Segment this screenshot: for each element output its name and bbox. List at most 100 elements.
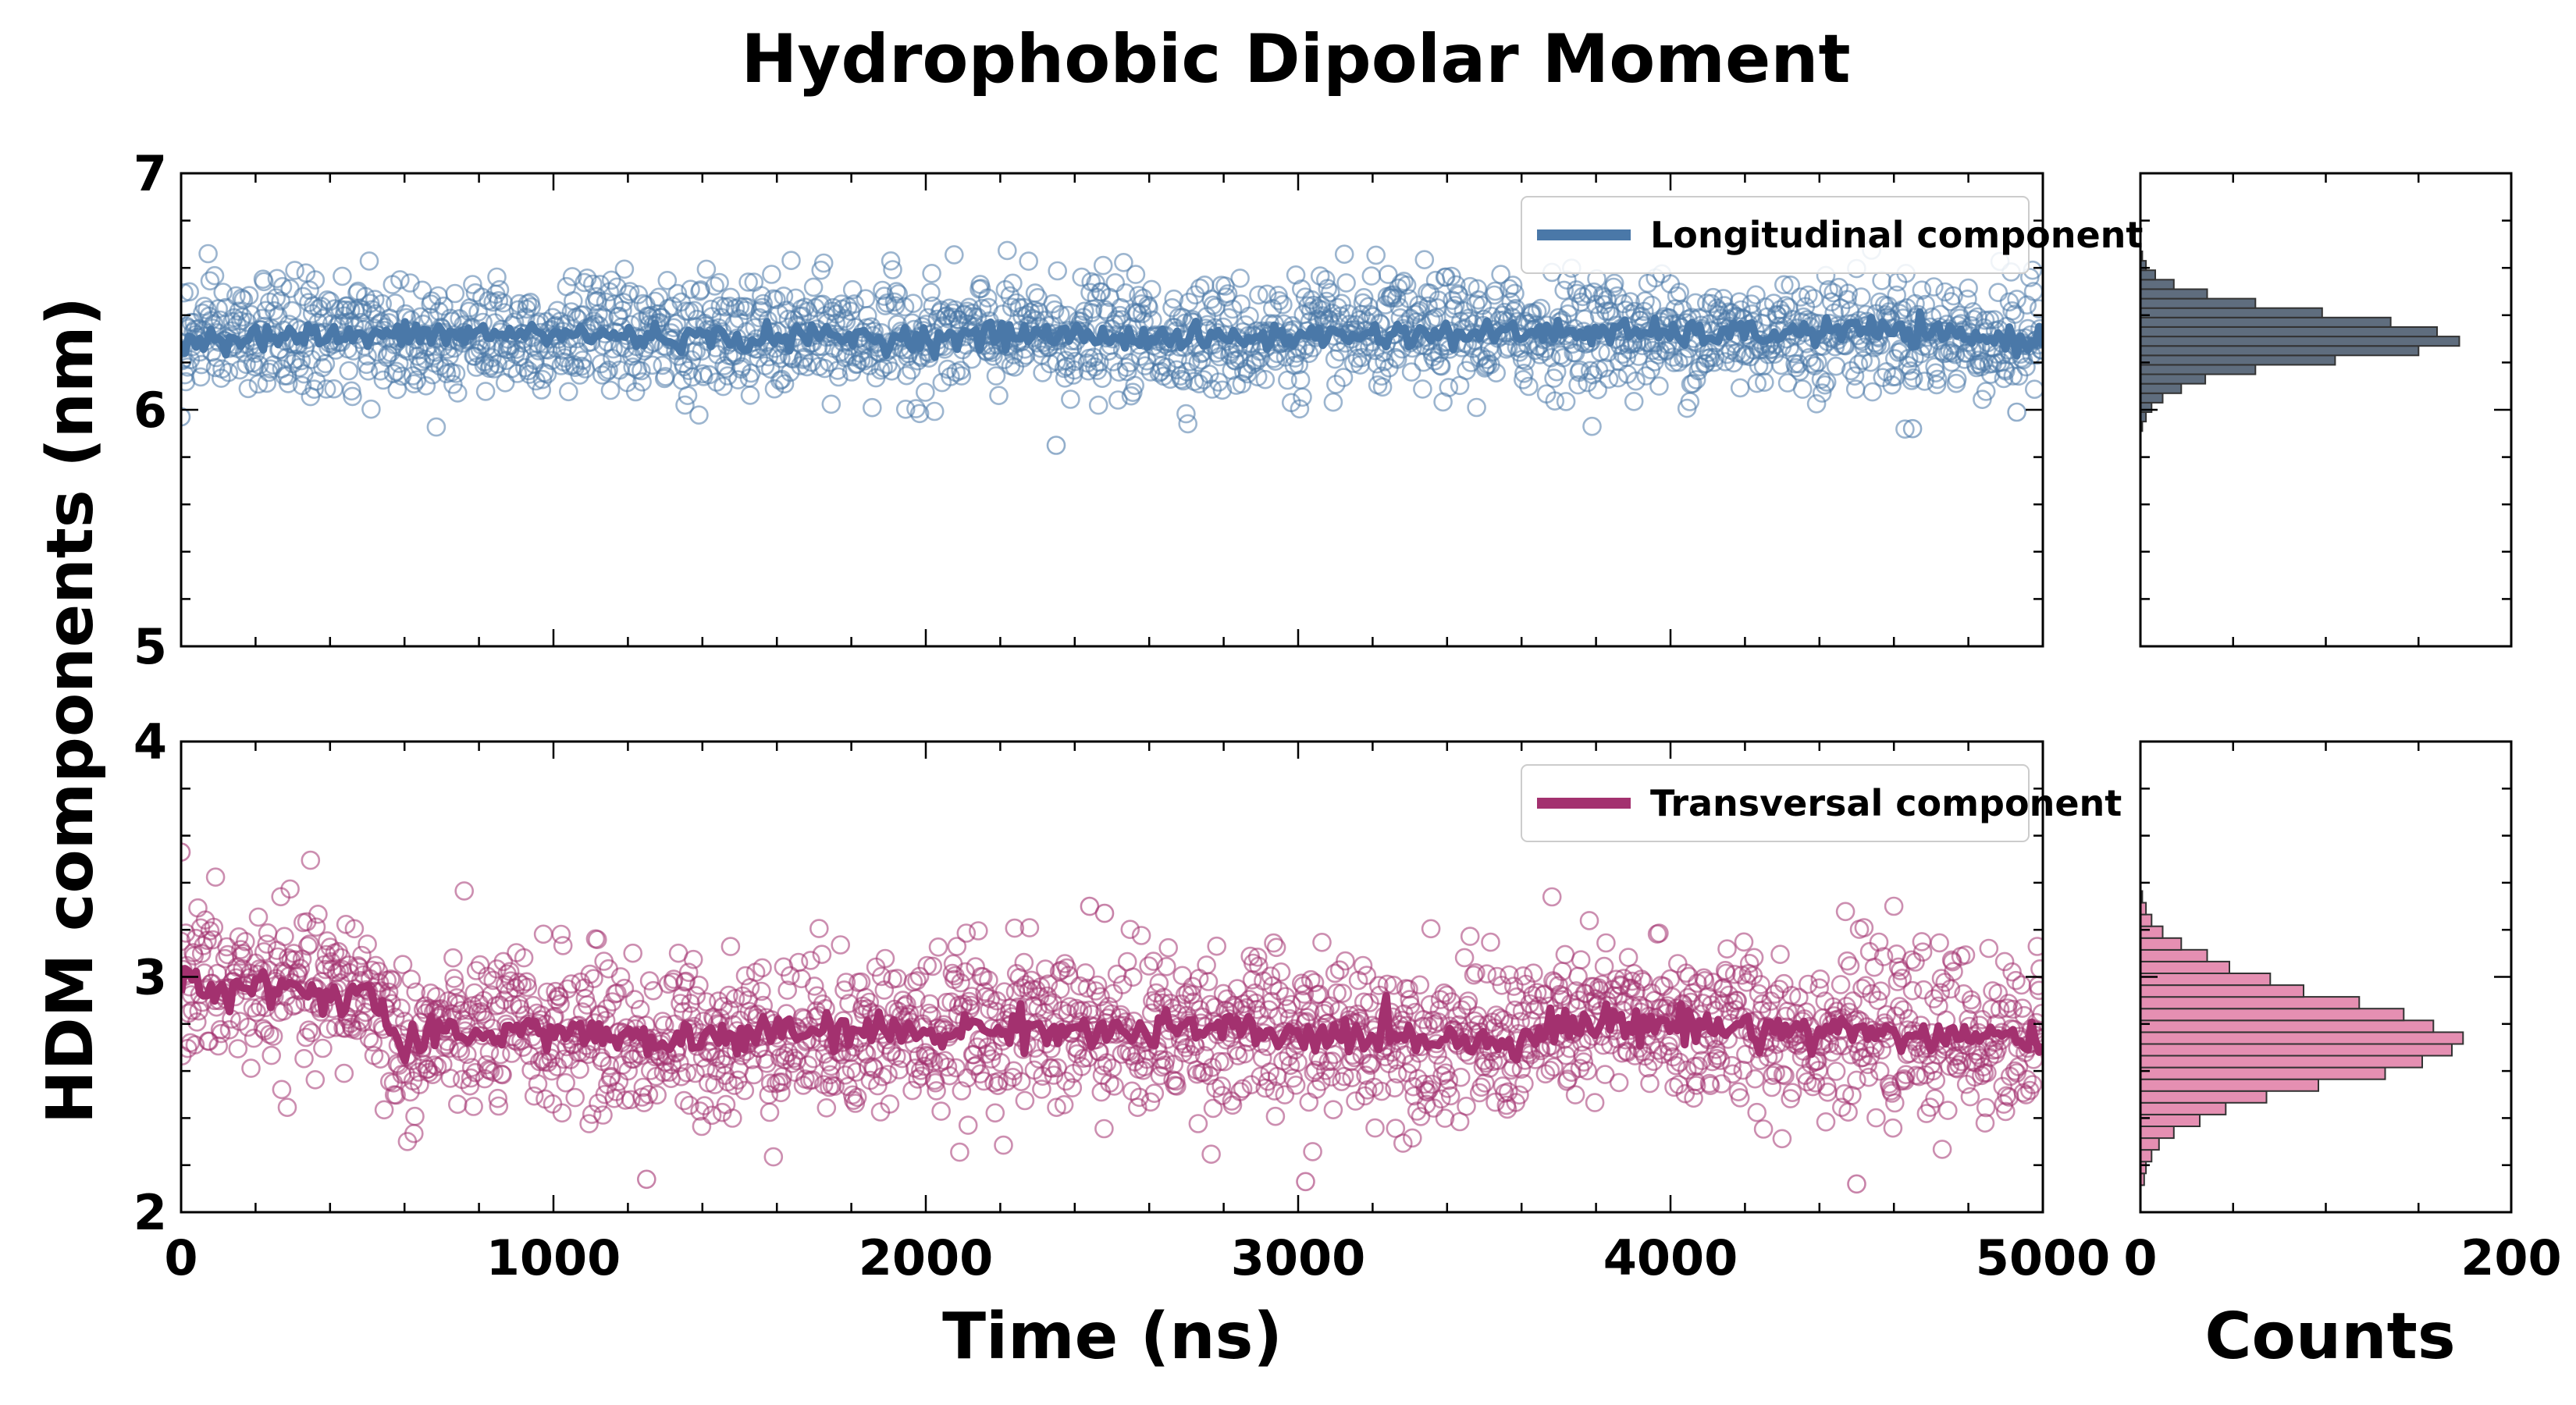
longitudinal-scatter-point — [313, 357, 333, 378]
transversal-scatter-point — [1454, 948, 1475, 968]
longitudinal-scatter-point — [1816, 372, 1837, 392]
transversal-scatter-point — [191, 944, 212, 963]
transversal-scatter-point — [524, 1086, 544, 1106]
longitudinal-scatter-point — [1114, 252, 1133, 272]
transversal-scatter-point — [508, 973, 528, 992]
transversal-hist-bar — [2140, 1008, 2405, 1022]
longitudinal-scatter-point — [426, 417, 447, 437]
transversal-scatter-point — [1700, 1076, 1720, 1095]
transversal-scatter-point — [587, 930, 607, 949]
transversal-hist-bar — [2140, 948, 2208, 962]
longitudinal-scatter-point — [740, 386, 760, 405]
longitudinal-scatter-point — [1642, 295, 1662, 315]
transversal-scatter-point — [1823, 1042, 1842, 1062]
transversal-scatter-point — [353, 1012, 373, 1032]
longitudinal-scatter-point — [542, 350, 562, 371]
transversal-scatter-point — [1263, 976, 1283, 996]
transversal-scatter-point — [1885, 1093, 1905, 1113]
transversal-scatter-point — [1832, 1097, 1852, 1117]
longitudinal-scatter-point — [813, 253, 834, 273]
transversal-hist-bar — [2140, 1078, 2319, 1092]
longitudinal-scatter-point — [1527, 301, 1547, 322]
transversal-scatter-point — [1770, 980, 1789, 999]
longitudinal-scatter-point — [1545, 391, 1565, 411]
longitudinal-hist-bar — [2140, 279, 2175, 290]
transversal-running-average-line — [181, 965, 2043, 1065]
transversal-scatter-point — [1996, 1101, 2016, 1122]
longitudinal-scatter-point — [1852, 287, 1871, 307]
transversal-scatter-point — [1521, 1011, 1542, 1031]
transversal-scatter-point — [451, 1001, 471, 1020]
transversal-scatter-point — [956, 923, 977, 943]
longitudinal-scatter-group — [181, 240, 2043, 455]
transversal-scatter-point — [484, 1062, 504, 1082]
transversal-scatter-point — [1353, 955, 1373, 976]
transversal-scatter-point — [1172, 966, 1192, 986]
transversal-scatter-point — [1203, 1098, 1223, 1119]
longitudinal-hist-bar — [2140, 392, 2164, 404]
longitudinal-hist-bar — [2140, 364, 2257, 375]
transversal-scatter-point — [654, 1016, 674, 1035]
longitudinal-scatter-point — [1994, 368, 2014, 389]
longitudinal-scatter-point — [592, 365, 612, 385]
longitudinal-scatter-point — [1531, 298, 1551, 318]
longitudinal-scatter-point — [689, 405, 709, 425]
transversal-scatter-point — [379, 982, 399, 1002]
transversal-scatter-point — [466, 961, 486, 980]
transversal-scatter-point — [1831, 975, 1851, 994]
transversal-scatter-point — [2030, 959, 2043, 979]
transversal-hist-bar — [2140, 984, 2304, 998]
transversal-scatter-point — [200, 921, 220, 941]
transversal-scatter-point — [1514, 1074, 1534, 1094]
transversal-scatter-point — [1271, 962, 1291, 982]
transversal-scatter-point — [1504, 976, 1524, 996]
transversal-scatter-point — [299, 1020, 318, 1040]
longitudinal-scatter-point — [1755, 372, 1774, 393]
transversal-scatter-point — [1859, 1067, 1879, 1087]
transversal-scatter-point — [751, 981, 771, 1001]
longitudinal-scatter-point — [1496, 339, 1517, 359]
longitudinal-scatter-point — [1943, 343, 1962, 363]
longitudinal-scatter-point — [989, 386, 1009, 406]
transversal-scatter-point — [1054, 1095, 1074, 1115]
transversal-scatter-point — [1233, 1079, 1253, 1099]
transversal-scatter-point — [1806, 1073, 1826, 1093]
transversal-scatter-point — [386, 1085, 406, 1105]
transversal-scatter-point — [1100, 1073, 1119, 1093]
transversal-scatter-point — [2016, 1085, 2036, 1104]
transversal-scatter-point — [1618, 948, 1638, 967]
transversal-ytick-label: 3 — [133, 949, 167, 1006]
longitudinal-scatter-point — [1853, 350, 1873, 371]
transversal-scatter-point — [1686, 1076, 1706, 1095]
longitudinal-scatter-point — [233, 290, 254, 310]
transversal-scatter-point — [1751, 975, 1770, 994]
transversal-scatter-point — [1212, 1086, 1233, 1105]
longitudinal-scatter-point — [730, 297, 750, 317]
transversal-scatter-point — [273, 1001, 294, 1021]
longitudinal-scatter-point — [1375, 351, 1394, 372]
transversal-scatter-point — [2027, 937, 2043, 956]
transversal-scatter-point — [464, 1097, 483, 1116]
longitudinal-scatter-point — [1838, 290, 1857, 310]
transversal-scatter-point — [454, 881, 475, 901]
longitudinal-scatter-point — [181, 407, 191, 427]
transversal-scatter-point — [444, 969, 464, 988]
transversal-scatter-point — [1895, 1071, 1915, 1090]
transversal-scatter-point — [248, 907, 269, 927]
transversal-scatter-point — [1323, 1100, 1343, 1119]
transversal-scatter-point — [985, 1103, 1005, 1123]
longitudinal-scatter-point — [1636, 366, 1656, 386]
longitudinal-scatter-point — [386, 293, 405, 313]
longitudinal-scatter-point — [906, 399, 926, 418]
transversal-hist-bar — [2140, 960, 2230, 975]
longitudinal-hist-frame — [2139, 172, 2513, 648]
longitudinal-scatter-point — [1003, 273, 1023, 293]
longitudinal-scatter-point — [316, 379, 336, 399]
transversal-scatter-point — [722, 1108, 742, 1128]
transversal-scatter-point — [962, 987, 982, 1006]
transversal-scatter-point — [1843, 991, 1863, 1011]
transversal-scatter-point — [2002, 962, 2022, 982]
transversal-scatter-point — [233, 944, 254, 963]
transversal-scatter-point — [1481, 932, 1500, 952]
longitudinal-hist-bar — [2140, 269, 2156, 281]
